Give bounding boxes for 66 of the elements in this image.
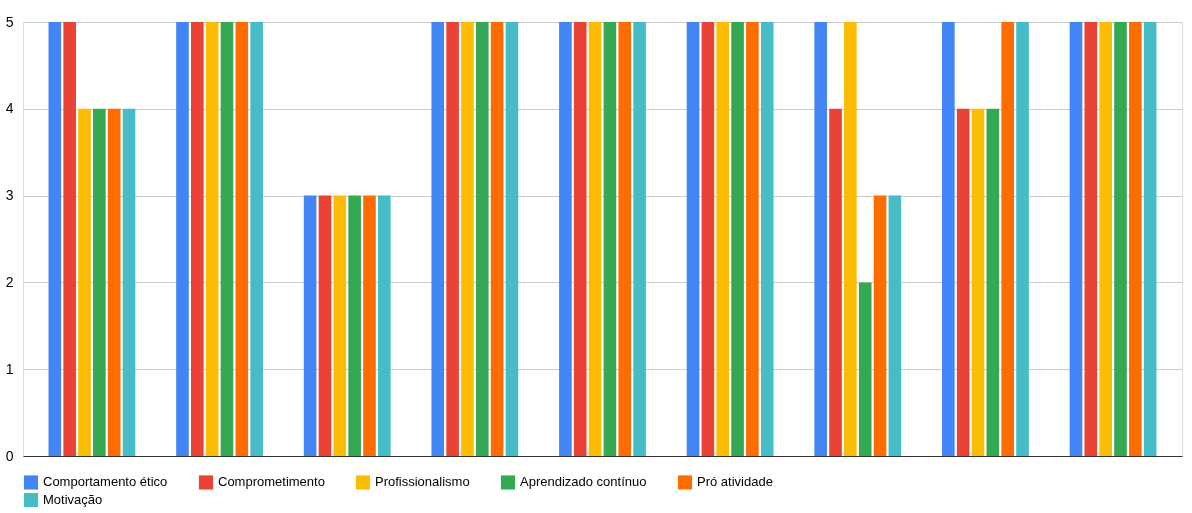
bar (1016, 22, 1029, 456)
bar (971, 108, 985, 456)
bar (760, 22, 774, 456)
bar (107, 108, 121, 456)
bar (701, 22, 715, 456)
bar (378, 195, 391, 456)
y-tick-label: 1 (5, 360, 14, 377)
bar (858, 282, 872, 456)
bar (686, 22, 700, 456)
bar (559, 22, 572, 456)
bar (1114, 22, 1127, 456)
bar (63, 22, 76, 456)
bar (1143, 22, 1157, 456)
bar (93, 108, 106, 456)
bar (1129, 22, 1142, 456)
bar (618, 22, 632, 456)
bar (956, 108, 970, 456)
y-tick-label: 5 (5, 13, 14, 30)
bar (603, 22, 617, 456)
bar (633, 22, 646, 456)
bar (1084, 22, 1098, 456)
bar (942, 22, 955, 456)
y-tick-label: 2 (5, 273, 14, 290)
y-tick-label: 3 (5, 187, 14, 204)
bar (48, 22, 62, 456)
bar (431, 22, 445, 456)
y-tick-label: 0 (5, 447, 14, 464)
bar (731, 22, 744, 456)
bar (363, 195, 376, 456)
bar (829, 108, 842, 456)
bar (588, 22, 602, 456)
bar (844, 22, 857, 456)
bar (78, 108, 91, 456)
legend-label: Aprendizado contínuo (520, 474, 647, 490)
legend-label: Motivação (43, 492, 103, 507)
bar (303, 195, 317, 456)
bar (348, 195, 361, 456)
bar (1001, 22, 1014, 456)
bar (1099, 22, 1112, 456)
legend-label: Comportamento ético (43, 474, 168, 490)
bar (176, 22, 189, 456)
bar (986, 108, 1000, 456)
bar (1069, 22, 1083, 456)
bar (814, 22, 827, 456)
bar (205, 22, 219, 456)
bar (318, 195, 332, 456)
bar (122, 108, 136, 456)
bar (573, 22, 587, 456)
bar (505, 22, 519, 456)
bar (446, 22, 459, 456)
bar (220, 22, 234, 456)
bar (475, 22, 489, 456)
bar (490, 22, 504, 456)
legend-label: Pró atividade (697, 474, 773, 490)
bar (888, 195, 902, 456)
legend-label: Comprometimento (218, 474, 325, 490)
bar (235, 22, 249, 456)
y-tick-label: 4 (5, 100, 14, 117)
legend-label: Profissionalismo (375, 474, 470, 490)
bar (191, 22, 204, 456)
bar (716, 22, 730, 456)
bar (250, 22, 263, 456)
bar (333, 195, 347, 456)
bar (873, 195, 887, 456)
bar (746, 22, 759, 456)
bar (461, 22, 474, 456)
